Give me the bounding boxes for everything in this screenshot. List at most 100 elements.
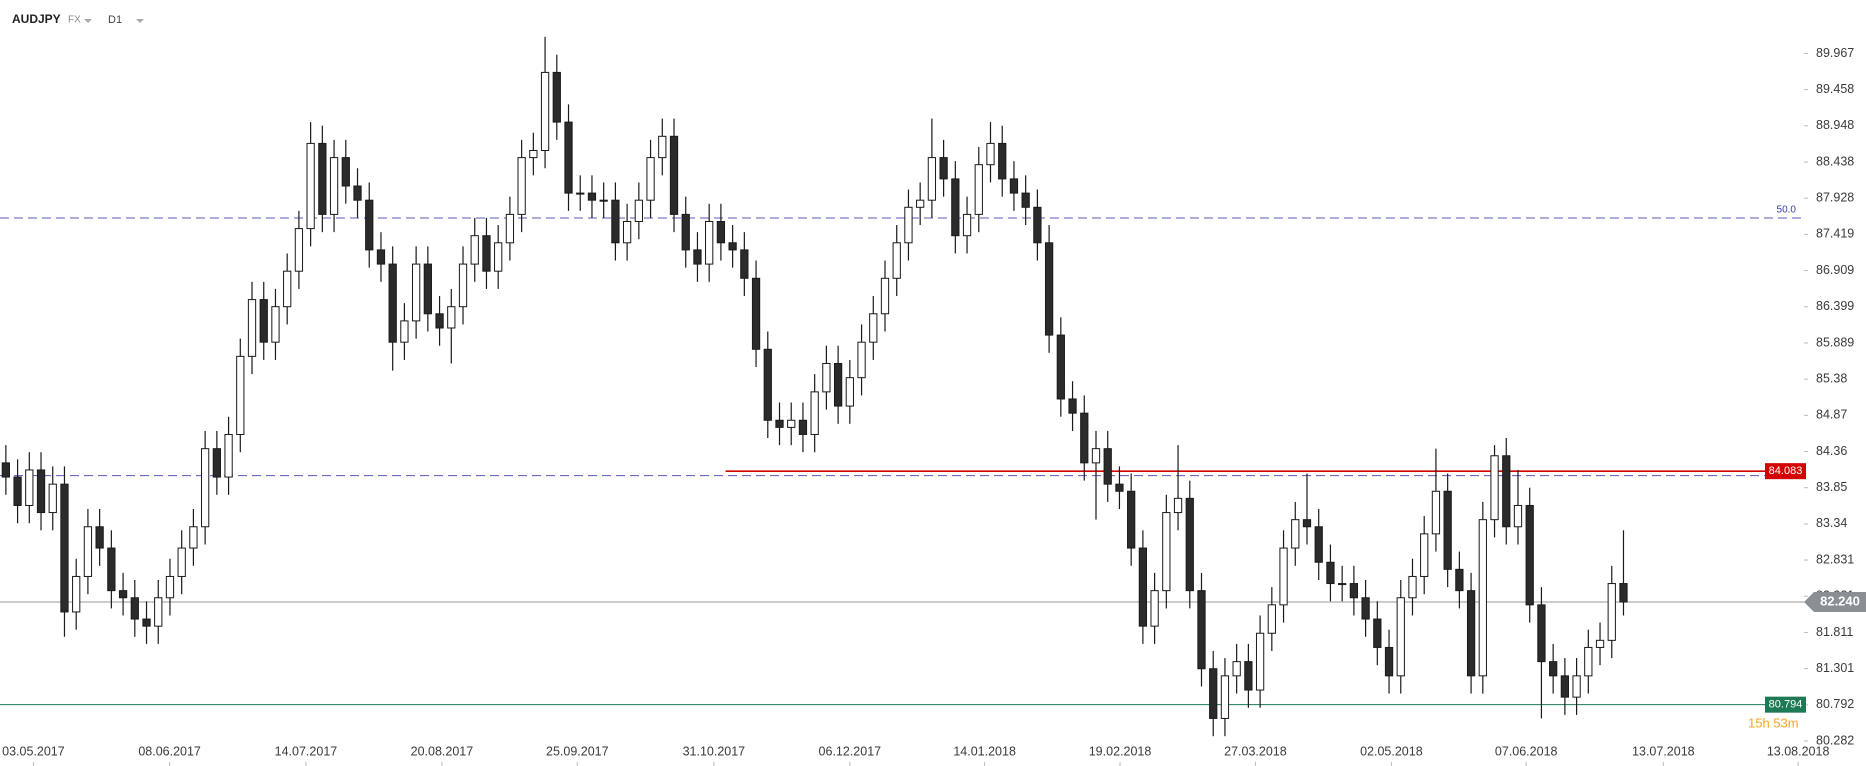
candle-body xyxy=(1455,568,1464,592)
support-box xyxy=(1765,696,1806,713)
candle-body xyxy=(1162,512,1171,592)
candle-body xyxy=(341,157,350,187)
y-tick-label: 82.831 xyxy=(1816,552,1854,566)
candle-body xyxy=(1490,455,1499,521)
candle-body xyxy=(48,483,57,514)
candle-body xyxy=(869,313,878,343)
candle-body xyxy=(833,362,843,407)
y-tick-label: 87.419 xyxy=(1816,227,1854,241)
countdown: 15h 53m xyxy=(1748,715,1799,730)
candle-body xyxy=(107,547,116,592)
candle-body xyxy=(388,263,397,343)
candle-body xyxy=(224,433,233,478)
candle-body xyxy=(1021,192,1030,208)
candle-body xyxy=(329,157,339,215)
candle-body xyxy=(1209,668,1218,719)
candle-body xyxy=(236,355,245,435)
candle-body xyxy=(939,157,948,180)
y-tick-label: 86.909 xyxy=(1816,263,1854,277)
candle-body xyxy=(72,575,81,613)
candle-body xyxy=(1408,575,1417,599)
y-tick-label: 80.792 xyxy=(1816,697,1854,711)
candle-body xyxy=(951,178,960,237)
x-tick-label: 03.05.2017 xyxy=(2,744,65,758)
x-tick-label: 13.07.2018 xyxy=(1632,744,1695,758)
candle-body xyxy=(1080,412,1089,464)
y-tick-label: 83.85 xyxy=(1816,480,1847,494)
candle-body xyxy=(247,299,257,357)
candle-body xyxy=(810,391,819,435)
candle-body xyxy=(447,306,456,329)
dropdown-caret[interactable] xyxy=(84,19,92,23)
candle-body xyxy=(1314,526,1323,563)
candle-body xyxy=(1056,334,1065,400)
candle-body xyxy=(1115,483,1124,492)
candle-body xyxy=(787,419,796,428)
candle-body xyxy=(318,142,327,215)
candle-body xyxy=(118,590,128,599)
candle-body xyxy=(1396,597,1405,677)
candle-body xyxy=(13,476,22,506)
candle-body xyxy=(927,157,937,201)
y-tick-label: 89.967 xyxy=(1816,46,1854,60)
y-tick-label: 87.928 xyxy=(1816,191,1854,205)
candle-body xyxy=(1220,675,1230,719)
resistance-label: 84.083 xyxy=(1769,465,1803,477)
candle-body xyxy=(880,277,890,315)
candle-body xyxy=(1349,583,1359,599)
x-tick-label: 14.01.2018 xyxy=(953,744,1016,758)
candle-body xyxy=(693,249,702,265)
candle-body xyxy=(1572,675,1581,698)
candle-body xyxy=(1560,675,1570,698)
candle-body xyxy=(1361,597,1370,620)
candle-body xyxy=(376,249,386,265)
candle-body xyxy=(189,526,198,549)
y-tick-label: 85.38 xyxy=(1816,371,1847,385)
candle-body xyxy=(599,199,608,202)
resistance-box xyxy=(1765,463,1806,480)
candle-body xyxy=(1150,590,1159,627)
candle-body xyxy=(154,597,163,627)
y-tick-label: 83.34 xyxy=(1816,516,1847,530)
candle-body xyxy=(962,213,972,237)
candle-body xyxy=(1338,583,1347,586)
candle-body xyxy=(1044,242,1054,336)
y-tick-label: 86.399 xyxy=(1816,299,1854,313)
x-tick-label: 27.03.2018 xyxy=(1224,744,1287,758)
candle-body xyxy=(540,71,550,152)
dropdown-caret[interactable] xyxy=(136,19,144,23)
candle-body xyxy=(95,526,104,549)
interval[interactable]: D1 xyxy=(108,14,122,26)
candle-body xyxy=(142,618,151,627)
candle-body xyxy=(435,313,444,329)
candle-body xyxy=(1,462,10,478)
candle-body xyxy=(1525,504,1534,606)
candle-body xyxy=(845,377,854,407)
y-tick-label: 84.87 xyxy=(1816,408,1847,422)
candle-body xyxy=(1431,490,1441,535)
candle-body xyxy=(705,220,714,265)
y-tick-label: 81.811 xyxy=(1816,625,1853,639)
candle-body xyxy=(1326,561,1335,585)
candle-body xyxy=(411,263,421,322)
market: FX xyxy=(68,15,81,26)
fib-label: 50.0 xyxy=(1777,205,1797,216)
header: AUDJPY FX D1 xyxy=(12,12,144,26)
candle-body xyxy=(1291,519,1300,549)
candle-body xyxy=(25,469,34,506)
candle-body xyxy=(728,242,737,251)
x-tick-label: 19.02.2018 xyxy=(1089,744,1152,758)
candle-body xyxy=(177,547,186,577)
candle-body xyxy=(271,306,280,343)
candle-body xyxy=(916,199,925,208)
candle-body xyxy=(1068,398,1077,414)
x-tick-label: 08.06.2017 xyxy=(138,744,201,758)
candle-body xyxy=(1009,178,1019,194)
candle-body xyxy=(658,135,667,159)
candle-body xyxy=(822,362,831,393)
candle-body xyxy=(587,192,597,201)
candle-body xyxy=(1302,519,1312,528)
candle-body xyxy=(1619,583,1628,603)
symbol[interactable]: AUDJPY xyxy=(12,12,61,26)
candle-body xyxy=(611,199,620,244)
